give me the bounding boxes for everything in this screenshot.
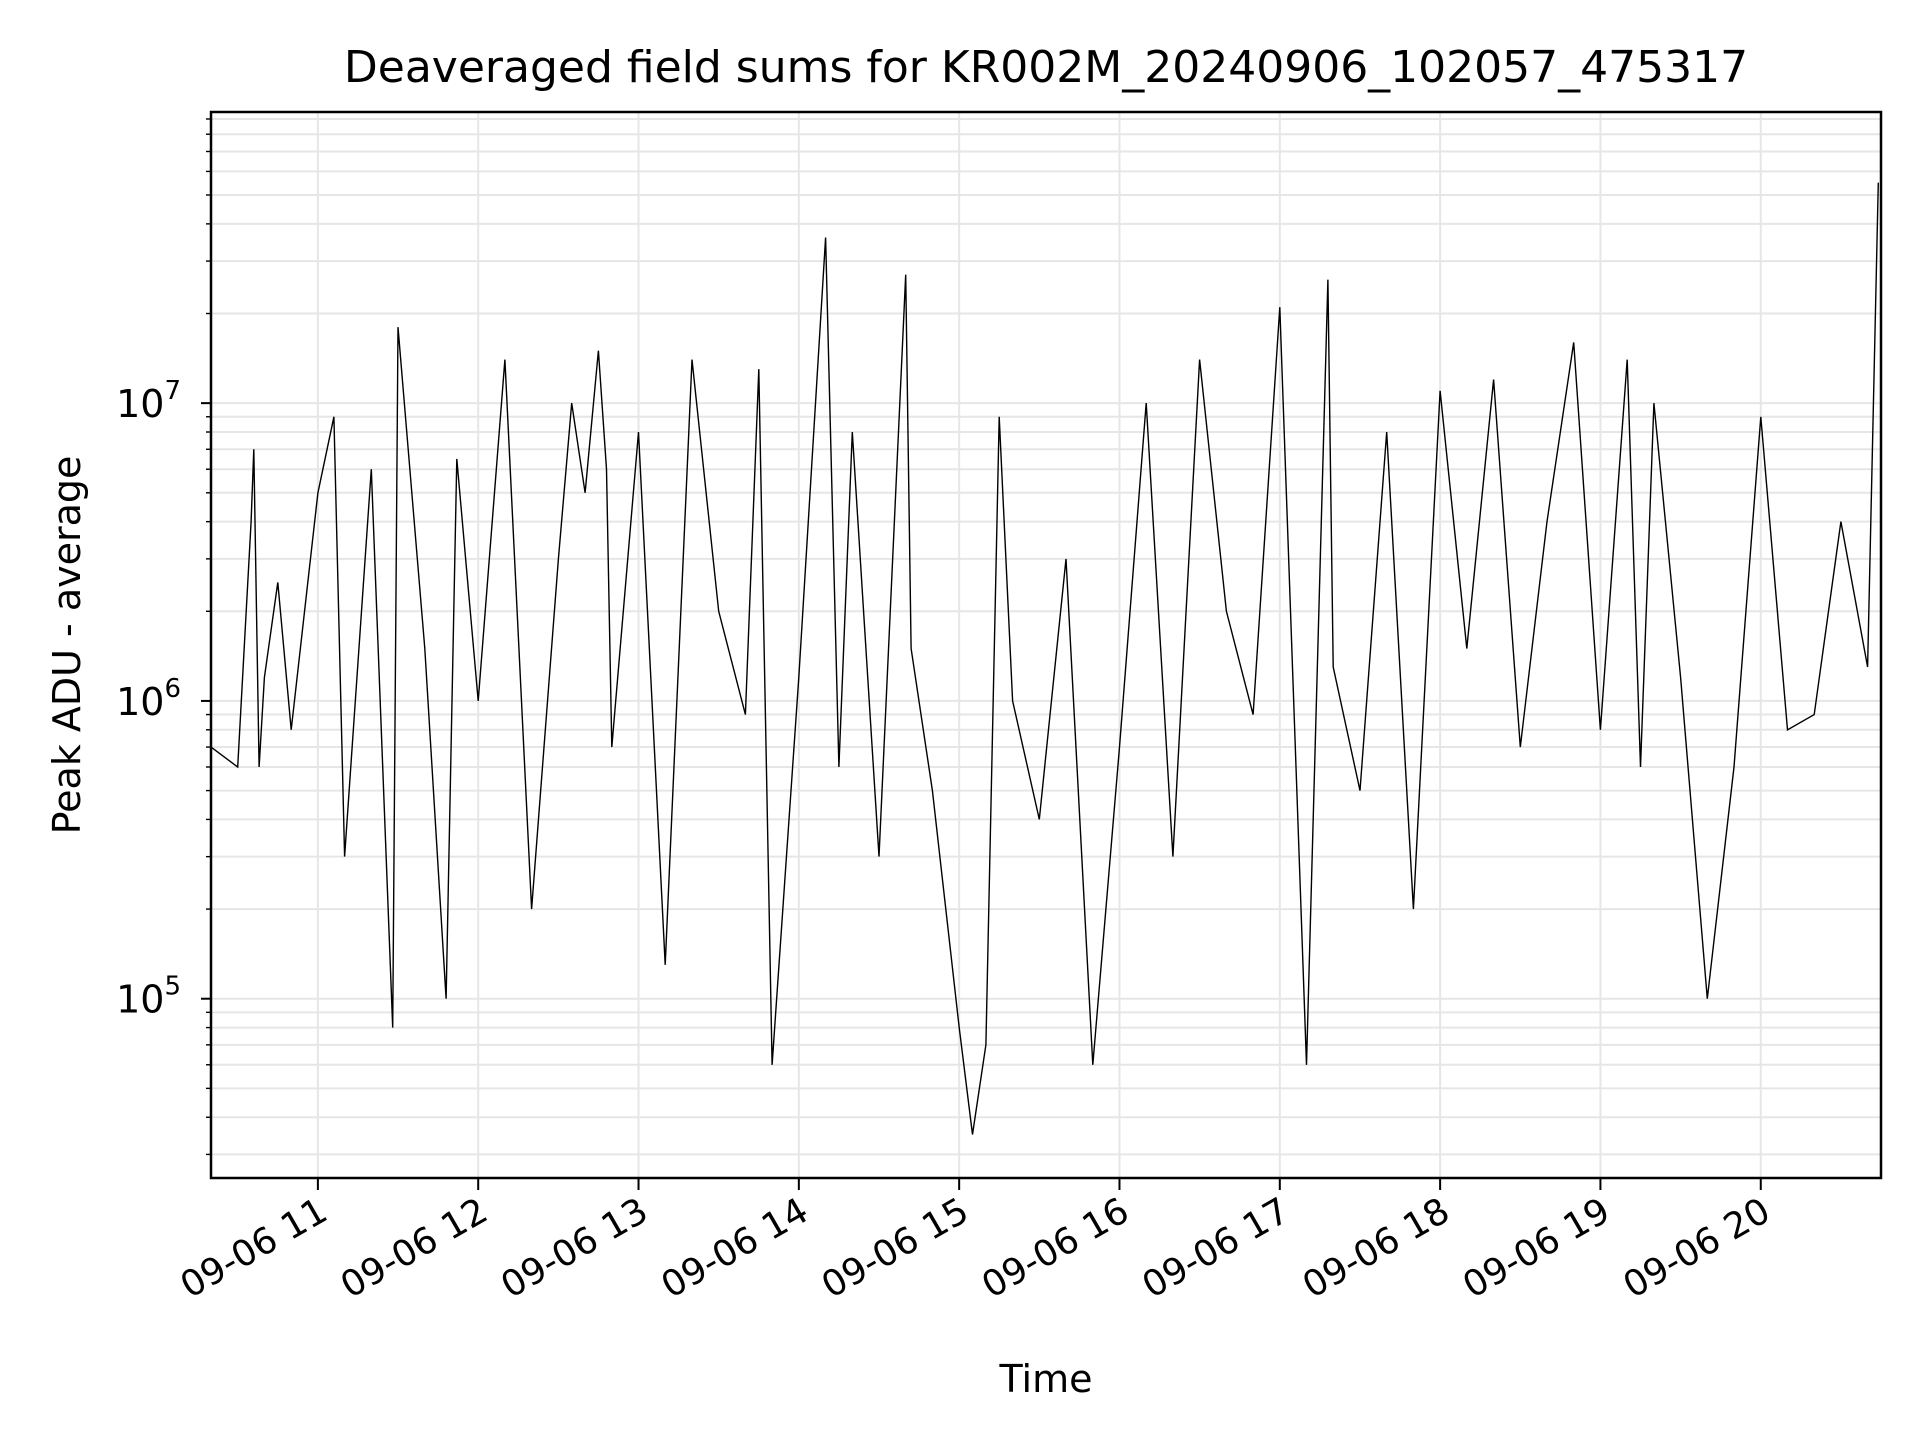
plot-frame: [209, 110, 1883, 1180]
y-tick-label: 105: [116, 972, 181, 1022]
y-tick-label: 106: [116, 674, 181, 724]
series-line: [210, 182, 1879, 1135]
y-axis-label: Peak ADU - average: [45, 456, 89, 835]
data-series: [210, 182, 1879, 1135]
chart-title: Deaveraged field sums for KR002M_2024090…: [344, 42, 1748, 93]
grid: [211, 112, 1881, 1178]
x-axis-label: Time: [999, 1357, 1093, 1401]
y-axis: 105 106 107: [116, 118, 211, 1156]
y-tick-label: 107: [116, 376, 181, 426]
